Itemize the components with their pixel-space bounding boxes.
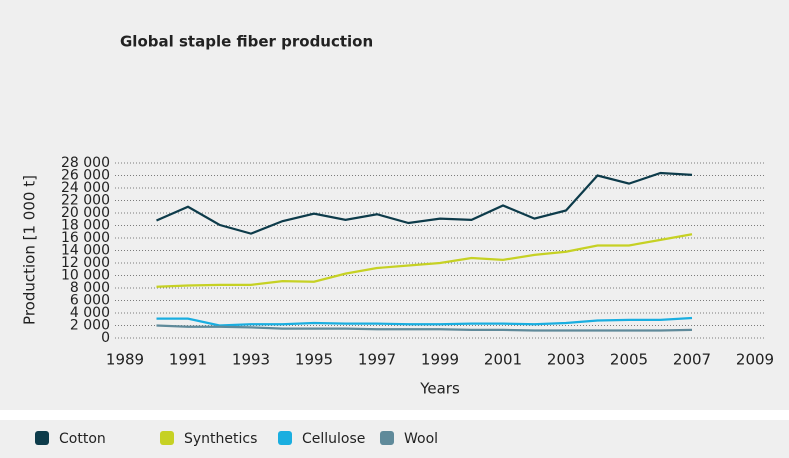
line-series [156, 171, 693, 235]
y-tick-label: 20 000 [61, 205, 110, 221]
x-tick-label: 1991 [169, 351, 207, 369]
line-series [156, 316, 693, 327]
x-tick-label: 2007 [673, 351, 711, 369]
y-tick-label: 18 000 [61, 218, 110, 234]
chart-panel [0, 0, 789, 410]
x-axis-label: Years [419, 380, 460, 398]
x-tick-label: 2009 [736, 351, 774, 369]
y-tick-label: 24 000 [61, 180, 110, 196]
x-tick-label: 1999 [421, 351, 459, 369]
y-tick-label: 28 000 [61, 155, 110, 171]
y-tick-label: 6 000 [70, 293, 110, 309]
legend-label: Cellulose [302, 431, 365, 447]
x-tick-label: 1995 [295, 351, 333, 369]
y-axis-label: Production [1 000 t] [21, 175, 39, 325]
y-tick-label: 14 000 [61, 243, 110, 259]
legend-label: Cotton [59, 431, 106, 447]
x-tick-label: 2003 [547, 351, 585, 369]
y-tick-label: 22 000 [61, 193, 110, 209]
legend-label: Synthetics [184, 431, 257, 447]
x-tick-label: 1997 [358, 351, 396, 369]
y-tick-label: 10 000 [61, 268, 110, 284]
legend-swatch [35, 431, 49, 445]
y-tick-label: 8 000 [70, 280, 110, 296]
y-tick-label: 26 000 [61, 168, 110, 184]
y-tick-label: 2 000 [70, 318, 110, 334]
line-series [156, 324, 693, 332]
y-tick-label: 0 [101, 330, 110, 346]
legend-swatch [380, 431, 394, 445]
legend-swatch [278, 431, 292, 445]
x-tick-label: 2005 [610, 351, 648, 369]
legend-panel [0, 420, 789, 458]
x-tick-label: 1989 [106, 351, 144, 369]
x-tick-label: 2001 [484, 351, 522, 369]
chart-title: Global staple fiber production [120, 33, 373, 51]
legend-swatch [160, 431, 174, 445]
y-tick-label: 12 000 [61, 255, 110, 271]
y-tick-label: 4 000 [70, 305, 110, 321]
legend-label: Wool [404, 431, 438, 447]
x-tick-label: 1993 [232, 351, 270, 369]
line-series [156, 233, 693, 288]
y-tick-label: 16 000 [61, 230, 110, 246]
